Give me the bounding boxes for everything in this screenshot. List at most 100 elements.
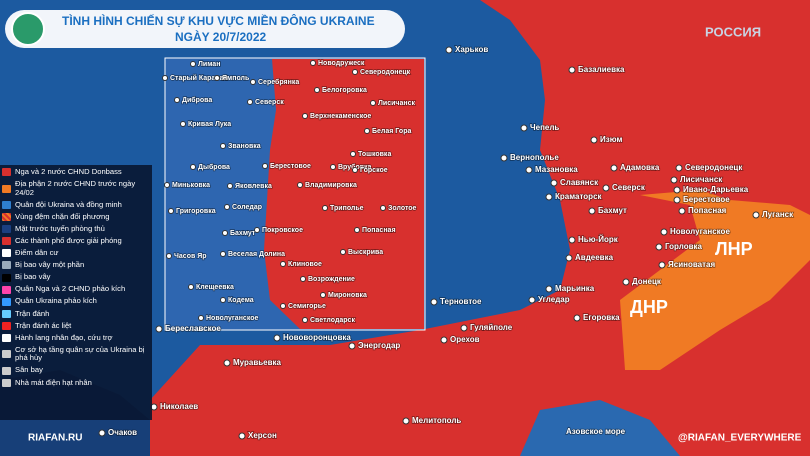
legend-swatch bbox=[2, 273, 11, 282]
place-marker bbox=[168, 208, 174, 214]
place-label: Лиман bbox=[198, 61, 220, 68]
place-label: Соледар bbox=[232, 204, 262, 211]
place-marker bbox=[658, 261, 666, 269]
azov-sea bbox=[520, 400, 680, 456]
place-label: Ямполь bbox=[222, 75, 250, 82]
place-marker bbox=[460, 324, 468, 332]
place-marker bbox=[545, 285, 553, 293]
place-marker bbox=[262, 163, 268, 169]
place-marker bbox=[655, 243, 663, 251]
place-label: Яковлевка bbox=[235, 183, 272, 190]
place-marker bbox=[430, 298, 438, 306]
place-label: Светлодарск bbox=[310, 317, 355, 324]
place-label: Херсон bbox=[248, 431, 277, 440]
place-marker bbox=[670, 176, 678, 184]
place-label: Изюм bbox=[600, 135, 622, 144]
place-marker bbox=[500, 154, 508, 162]
region-label: ДНР bbox=[630, 297, 668, 317]
place-marker bbox=[350, 151, 356, 157]
place-label: Клиновое bbox=[288, 261, 322, 268]
legend-label: Trận đánh ác liệt bbox=[15, 320, 72, 330]
place-label: Старый Караван bbox=[170, 74, 228, 82]
place-label: Гуляйполе bbox=[470, 323, 513, 332]
legend-label: Cơ sở hạ tầng quân sự của Ukraina bị phá… bbox=[15, 344, 145, 363]
place-label: Попасная bbox=[362, 227, 396, 234]
place-marker bbox=[254, 227, 260, 233]
legend-item: Bị bao vây bbox=[2, 273, 150, 282]
place-label: Диброва bbox=[182, 96, 212, 104]
place-label: Новолуганское bbox=[670, 227, 730, 236]
place-label: Верхнекаменское bbox=[310, 113, 371, 120]
place-label: Очаков bbox=[108, 428, 137, 437]
place-marker bbox=[520, 124, 528, 132]
place-marker bbox=[568, 66, 576, 74]
legend-label: Hành lang nhân đạo, cứu trợ bbox=[15, 332, 113, 342]
legend-label: Quân Ukraina phảo kích bbox=[15, 296, 97, 306]
place-marker bbox=[610, 164, 618, 172]
title: TÌNH HÌNH CHIẾN SỰ KHU VỰC MIỀN ĐÔNG UKR… bbox=[62, 13, 375, 28]
place-label: Николаев bbox=[160, 402, 198, 411]
place-label: Новолуганское bbox=[206, 315, 259, 322]
place-marker bbox=[440, 336, 448, 344]
legend-swatch bbox=[2, 200, 11, 209]
place-label: Тошковка bbox=[358, 151, 391, 158]
legend-label: Quân đội Ukraina và đồng minh bbox=[15, 199, 122, 209]
logo bbox=[11, 12, 45, 46]
place-marker bbox=[180, 121, 186, 127]
legend-swatch bbox=[2, 309, 11, 318]
place-marker bbox=[330, 164, 336, 170]
place-marker bbox=[280, 303, 286, 309]
place-marker bbox=[310, 60, 316, 66]
place-label: Авдеевка bbox=[575, 253, 614, 262]
place-label: Северск bbox=[255, 99, 284, 106]
place-marker bbox=[300, 276, 306, 282]
place-marker bbox=[250, 79, 256, 85]
place-marker bbox=[348, 342, 356, 350]
legend-label: Nga và 2 nước CHND Donbass bbox=[15, 167, 122, 176]
legend-label: Các thành phố được giải phóng bbox=[15, 235, 122, 245]
place-marker bbox=[220, 251, 226, 257]
legend-swatch bbox=[2, 285, 11, 294]
place-marker bbox=[380, 205, 386, 211]
place-marker bbox=[354, 227, 360, 233]
place-label: Врубовка bbox=[338, 163, 372, 171]
legend-swatch bbox=[2, 237, 11, 246]
place-label: Харьков bbox=[455, 45, 488, 54]
place-marker bbox=[224, 204, 230, 210]
legend-label: Địa phận 2 nước CHND trước ngày 24/02 bbox=[15, 179, 136, 197]
place-marker bbox=[314, 87, 320, 93]
legend-label: Sân bay bbox=[15, 365, 43, 375]
place-marker bbox=[675, 164, 683, 172]
site-label: RIAFAN.RU bbox=[28, 433, 82, 444]
legend-swatch bbox=[2, 249, 11, 258]
legend-swatch bbox=[2, 184, 11, 193]
place-label: Белогоровка bbox=[322, 87, 367, 94]
legend: Nga và 2 nước CHND Donbass Địa phận 2 nướ… bbox=[0, 165, 152, 420]
legend-label: Trận đánh bbox=[15, 308, 50, 318]
place-label: Бахмут bbox=[598, 206, 627, 215]
place-marker bbox=[573, 314, 581, 322]
place-marker bbox=[302, 113, 308, 119]
place-marker bbox=[220, 297, 226, 303]
place-label: Кривая Лука bbox=[188, 121, 231, 128]
place-label: Ясиноватая bbox=[668, 260, 715, 269]
place-marker bbox=[320, 292, 326, 298]
place-marker bbox=[302, 317, 308, 323]
place-marker bbox=[297, 182, 303, 188]
legend-item: Quân đội Ukraina và đồng minh bbox=[2, 199, 150, 210]
place-label: Базалиевка bbox=[578, 65, 625, 74]
place-label: Часов Яр bbox=[174, 253, 207, 260]
legend-item: Bị bao vây một phần bbox=[2, 261, 150, 270]
place-marker bbox=[174, 97, 180, 103]
place-label: Попасная bbox=[688, 206, 727, 215]
legend-swatch bbox=[2, 321, 11, 330]
place-marker bbox=[752, 211, 760, 219]
title-box bbox=[5, 10, 405, 48]
place-label: Марьинка bbox=[555, 284, 595, 293]
place-marker bbox=[525, 166, 533, 174]
inset-russian-area bbox=[264, 59, 424, 329]
date: NGÀY 20/7/2022 bbox=[175, 29, 266, 44]
place-marker bbox=[162, 75, 168, 81]
place-marker bbox=[352, 167, 358, 173]
